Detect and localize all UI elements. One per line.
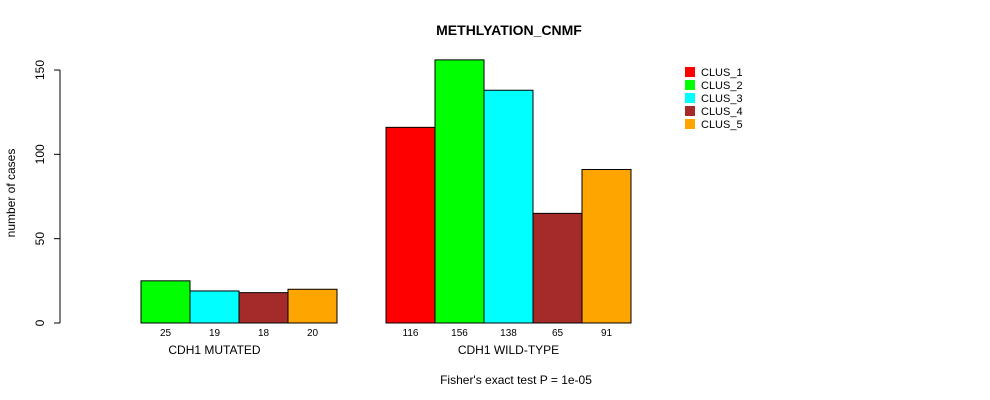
footnote: Fisher's exact test P = 1e-05 <box>440 373 592 387</box>
legend-swatch <box>685 93 695 103</box>
bar-clus-3-wild-type <box>483 89 534 324</box>
y-tick-label: 0 <box>33 319 47 326</box>
bar-value-label: 91 <box>601 328 613 339</box>
bar-value-label: 25 <box>160 328 172 339</box>
legend-label: CLUS_4 <box>701 106 743 118</box>
bar-clus-2-wild-type <box>434 59 485 324</box>
bar-value-label: 116 <box>403 328 419 339</box>
bar-labels: 25 19 18 20 116 156 138 65 91 <box>160 328 613 339</box>
y-axis: 0 50 100 150 <box>33 60 61 326</box>
legend-label: CLUS_3 <box>701 93 743 105</box>
legend-label: CLUS_5 <box>701 119 743 131</box>
chart-title: METHLYATION_CNMF <box>436 22 582 38</box>
legend-swatch <box>685 67 695 77</box>
bar-value-label: 18 <box>258 328 270 339</box>
bars <box>140 59 632 324</box>
legend-swatch <box>685 106 695 116</box>
bar-clus-5-wild-type <box>581 169 632 324</box>
y-axis-label: number of cases <box>4 149 18 238</box>
legend-label: CLUS_2 <box>701 80 743 92</box>
y-tick-label: 150 <box>33 60 47 80</box>
bar-clus-3-mutated <box>189 290 240 324</box>
bar-clus-2-mutated <box>140 280 191 324</box>
bar-value-label: 20 <box>307 328 319 339</box>
legend-swatch <box>685 119 695 129</box>
bar-value-label: 156 <box>451 328 468 339</box>
bar-clus-5-mutated <box>287 288 338 324</box>
bar-clus-1-wild-type <box>385 126 436 324</box>
bar-clus-4-wild-type <box>532 212 583 324</box>
legend-swatch <box>685 80 695 90</box>
group-labels: CDH1 MUTATED CDH1 WILD-TYPE <box>168 343 559 357</box>
legend-label: CLUS_1 <box>701 67 743 79</box>
y-tick-label: 50 <box>33 232 47 246</box>
y-tick-label: 100 <box>33 144 47 164</box>
group-label: CDH1 MUTATED <box>168 343 261 357</box>
group-label: CDH1 WILD-TYPE <box>458 343 559 357</box>
bar-value-label: 65 <box>552 328 564 339</box>
bar-value-label: 138 <box>500 328 517 339</box>
bar-clus-4-mutated <box>238 292 289 324</box>
bar-value-label: 19 <box>209 328 221 339</box>
